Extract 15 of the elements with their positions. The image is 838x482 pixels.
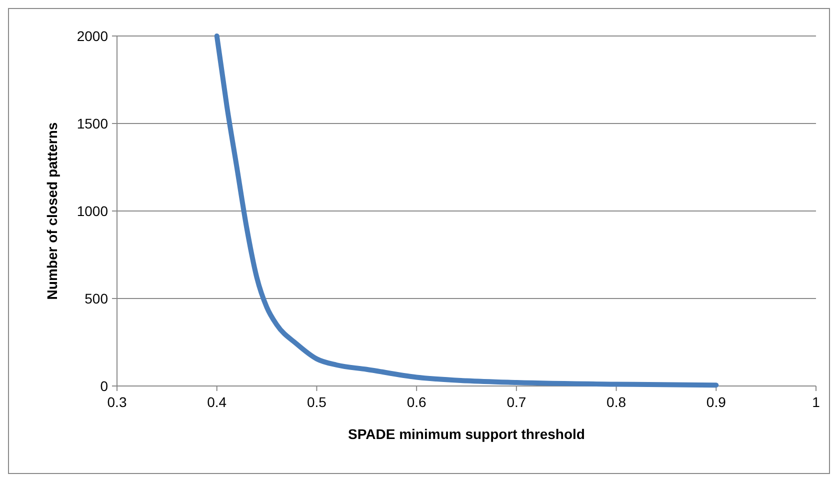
y-tick-label: 1000 xyxy=(76,202,108,219)
x-axis-title: SPADE minimum support threshold xyxy=(348,426,585,442)
x-tick-label: 1 xyxy=(812,394,820,410)
x-tick-label: 0.9 xyxy=(706,394,726,410)
y-tick-label: 2000 xyxy=(76,28,108,44)
y-tick-label: 500 xyxy=(84,290,108,306)
x-tick-label: 0.4 xyxy=(207,394,227,410)
y-tick-label: 1500 xyxy=(76,115,108,132)
x-tick-label: 0.7 xyxy=(506,394,526,410)
y-tick-label: 0 xyxy=(100,378,108,394)
x-tick-label: 0.8 xyxy=(606,394,626,410)
y-axis-title: Number of closed patterns xyxy=(44,122,60,300)
x-tick-label: 0.5 xyxy=(306,394,327,410)
x-tick-label: 0.3 xyxy=(107,394,127,410)
x-tick-label: 0.6 xyxy=(406,394,427,410)
